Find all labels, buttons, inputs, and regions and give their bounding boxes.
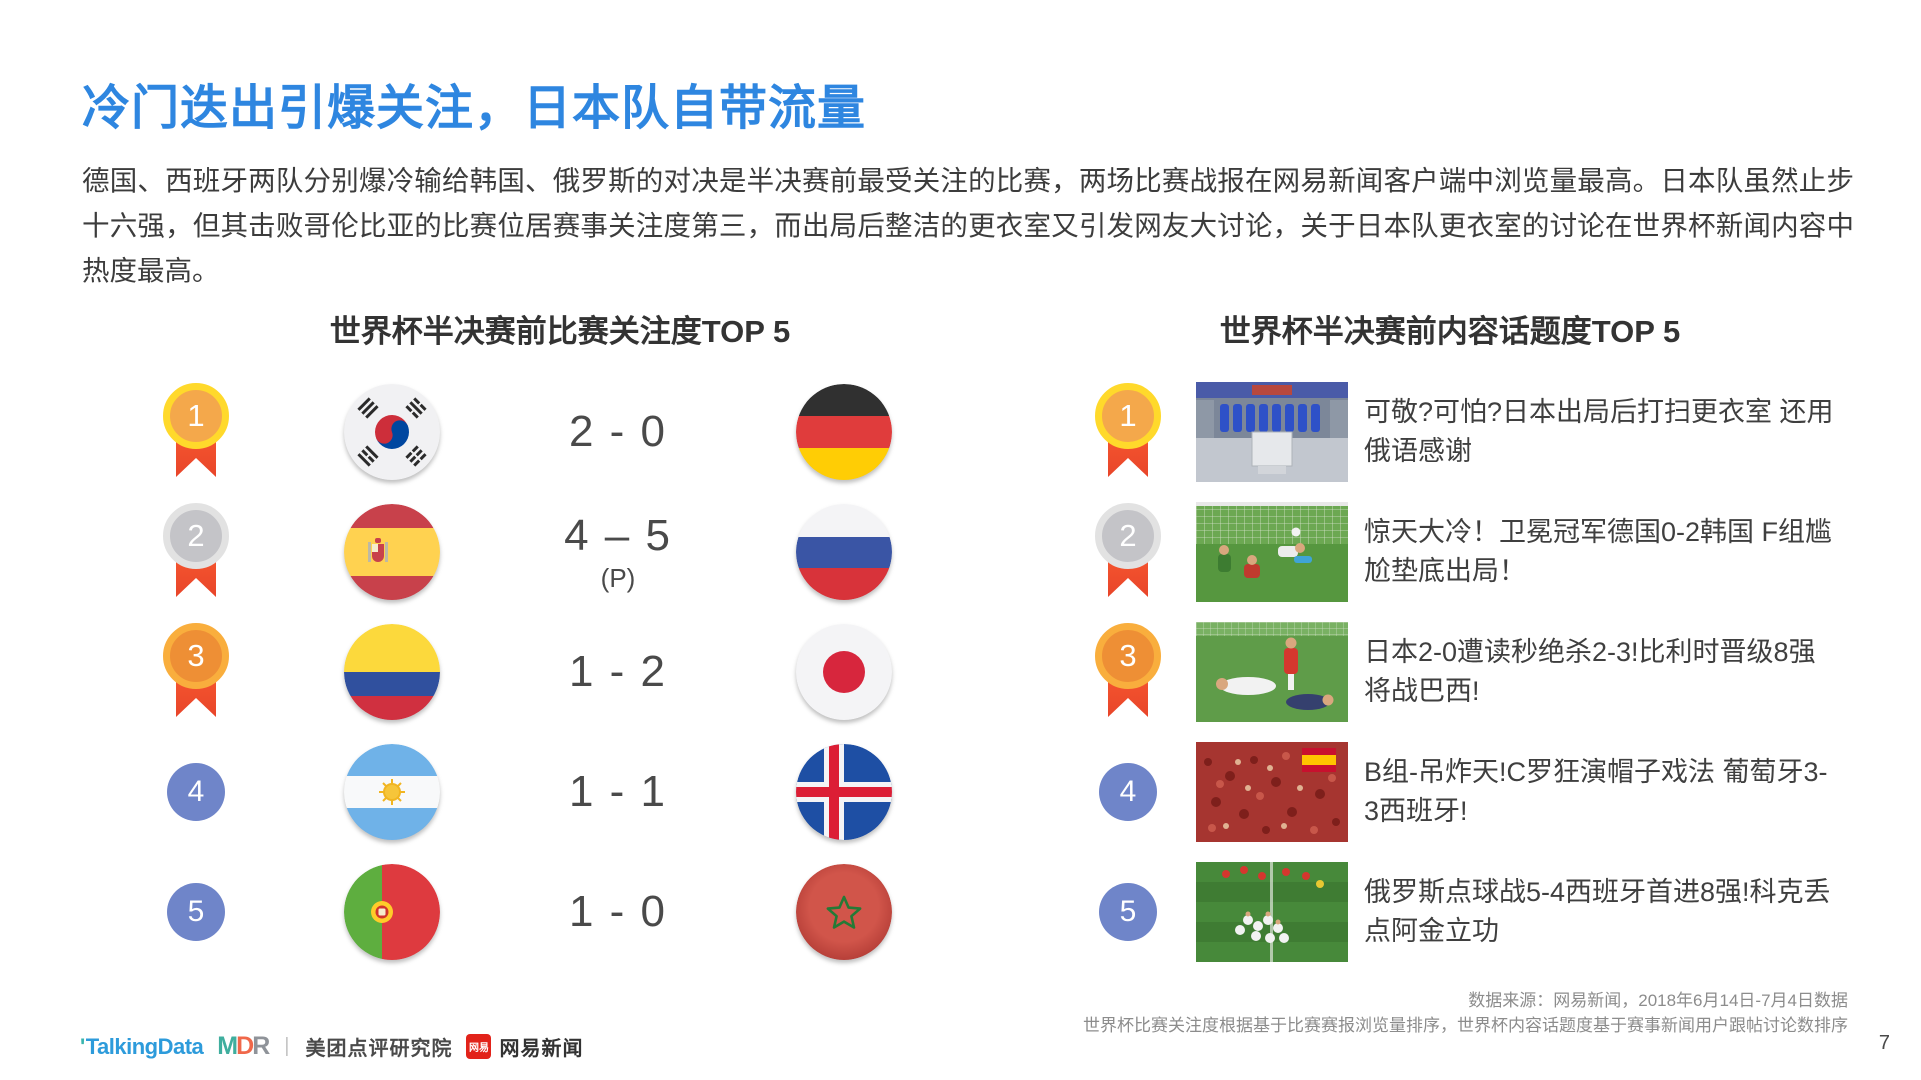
rank-4-badge: 4 [167, 763, 225, 821]
news-photo-penalty-celebration [1196, 862, 1348, 962]
rank-number: 5 [1119, 895, 1137, 928]
news-photo-players-on-pitch [1196, 622, 1348, 722]
match-row-2: 2 4 – 5 [80, 492, 924, 612]
news-headline: 俄罗斯点球战5-4西班牙首进8强!科克丢点阿金立功 [1364, 877, 1831, 946]
topic-row-2: 2 [1095, 492, 1855, 612]
rank-number: 4 [1119, 775, 1137, 808]
rank-5-badge: 5 [167, 883, 225, 941]
flag-japan-icon [796, 624, 892, 720]
bronze-medal-icon: 3 [163, 623, 229, 721]
match-score: 1 - 2 [568, 647, 668, 696]
news-headline: 惊天大冷！卫冕冠军德国0-2韩国 F组尴尬垫底出局！ [1364, 517, 1833, 586]
flag-argentina-icon [344, 744, 440, 840]
flag-germany-icon [796, 384, 892, 480]
news-headline: B组-吊炸天!C罗狂演帽子戏法 葡萄牙3-3西班牙! [1364, 757, 1828, 826]
left-panel-heading: 世界杯半决赛前比赛关注度TOP 5 [329, 314, 791, 349]
talkingdata-wordmark: TalkingData [85, 1033, 204, 1059]
netease-badge-icon: 网易 [466, 1034, 492, 1059]
flag-colombia-icon [344, 624, 440, 720]
bronze-medal-icon: 3 [1095, 623, 1161, 721]
rank-number: 1 [1119, 398, 1137, 433]
news-headline: 可敬?可怕?日本出局后打扫更衣室 还用俄语感谢 [1364, 397, 1834, 466]
talkingdata-tick-icon: ' [80, 1033, 85, 1059]
match-score: 2 - 0 [568, 407, 668, 456]
gold-medal-icon: 1 [163, 383, 229, 481]
mdr-logo: MDR [217, 1032, 270, 1061]
flag-iceland-icon [796, 744, 892, 840]
source-line-2: 世界杯比赛关注度根据基于比赛赛报浏览量排序，世界杯内容话题度基于赛事新闻用户跟帖… [1083, 1016, 1848, 1035]
rank-number: 3 [1119, 638, 1137, 673]
talkingdata-logo: 'TalkingData [80, 1033, 204, 1060]
news-photo-goal-scene [1196, 502, 1348, 602]
flag-russia-icon [796, 504, 892, 600]
rank-number: 3 [187, 638, 205, 673]
flag-morocco-icon [796, 864, 892, 960]
match-row-3: 3 1 - 2 [80, 612, 924, 732]
rank-number: 4 [187, 775, 205, 808]
intro-paragraph: 德国、西班牙两队分别爆冷输给韩国、俄罗斯的对决是半决赛前最受关注的比赛，两场比赛… [82, 165, 1854, 286]
rank-5-badge: 5 [1099, 883, 1157, 941]
match-row-1: 1 [80, 372, 924, 492]
topic-row-1: 1 [1095, 372, 1855, 492]
mdr-letter-d: D [236, 1032, 254, 1060]
rank-number: 2 [187, 518, 205, 553]
match-score: 1 - 1 [568, 767, 668, 816]
topic-ranking-list: 1 [1095, 372, 1855, 972]
netease-news-logo: 网易新闻 [499, 1038, 584, 1060]
right-panel-heading: 世界杯半决赛前内容话题度TOP 5 [1219, 314, 1681, 349]
topic-row-3: 3 [1095, 612, 1855, 732]
topic-row-5: 5 [1095, 852, 1855, 972]
news-headline: 日本2-0遭读秒绝杀2-3!比利时晋级8强将战巴西! [1364, 637, 1816, 706]
mdr-letter-m: M [217, 1032, 238, 1060]
flag-portugal-icon [344, 864, 440, 960]
rank-4-badge: 4 [1099, 763, 1157, 821]
topic-row-4: 4 [1095, 732, 1855, 852]
page-number: 7 [1878, 1032, 1890, 1054]
rank-number: 1 [187, 398, 205, 433]
meituan-dianping-institute-logo: 美团点评研究院 [305, 1038, 453, 1060]
data-source-note: 数据来源：网易新闻，2018年6月14日-7月4日数据 世界杯比赛关注度根据基于… [748, 988, 1848, 1038]
match-score: 4 – 5 [564, 510, 672, 560]
rank-number: 2 [1119, 518, 1137, 553]
flag-spain-icon [344, 504, 440, 600]
page-title: 冷门迭出引爆关注，日本队自带流量 [82, 82, 867, 135]
flag-south-korea-icon [344, 384, 440, 480]
footer-logos: 'TalkingData MDR | 美团点评研究院 网易 网易新闻 [80, 1032, 583, 1061]
logo-divider: | [284, 1035, 290, 1057]
gold-medal-icon: 1 [1095, 383, 1161, 481]
source-line-1: 数据来源：网易新闻，2018年6月14日-7月4日数据 [1468, 991, 1848, 1010]
match-score: 1 - 0 [568, 887, 668, 936]
mdr-letter-r: R [252, 1032, 270, 1060]
silver-medal-icon: 2 [163, 503, 229, 601]
match-ranking-list: 1 [80, 372, 924, 972]
rank-number: 5 [187, 895, 205, 928]
news-photo-red-crowd [1196, 742, 1348, 842]
penalty-note: (P) [600, 562, 636, 593]
match-row-4: 4 [80, 732, 924, 852]
news-photo-locker-room [1196, 382, 1348, 482]
silver-medal-icon: 2 [1095, 503, 1161, 601]
match-row-5: 5 1 - 0 [80, 852, 924, 972]
